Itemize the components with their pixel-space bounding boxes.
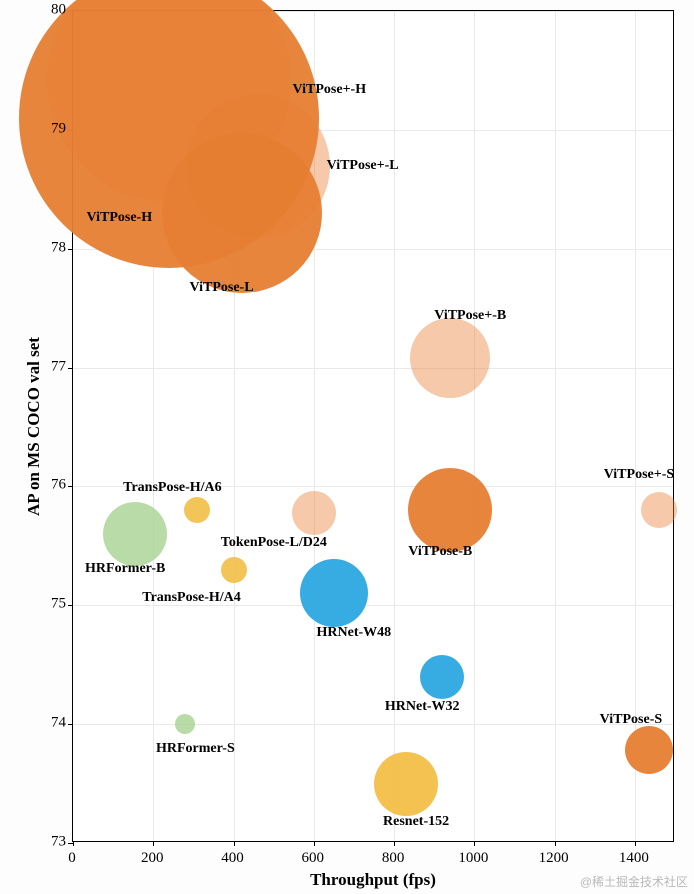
data-point-bubble	[221, 557, 247, 583]
data-point-label: ViTPose-S	[600, 712, 662, 728]
tick-label-x: 1000	[458, 850, 488, 867]
tick-label-x: 1200	[539, 850, 569, 867]
tick-mark-y	[68, 486, 73, 487]
gridline-vertical	[474, 11, 475, 841]
data-point-bubble	[420, 655, 464, 699]
tick-label-x: 600	[302, 850, 325, 867]
gridline-vertical	[555, 11, 556, 841]
data-point-bubble	[184, 497, 210, 523]
tick-mark-x	[314, 841, 315, 846]
tick-label-y: 80	[44, 2, 66, 19]
tick-label-y: 78	[44, 239, 66, 256]
data-point-label: ViTPose+-S	[604, 467, 674, 483]
tick-mark-x	[234, 841, 235, 846]
gridline-horizontal	[73, 724, 673, 725]
data-point-bubble	[374, 752, 438, 816]
data-point-bubble	[641, 492, 677, 528]
tick-mark-y	[68, 724, 73, 725]
chart-container: ViTPose+-H ViTPose-H ViTPose+-L ViTPose-L Vi…	[0, 0, 694, 894]
tick-mark-x	[555, 841, 556, 846]
gridline-horizontal	[73, 368, 673, 369]
watermark: @稀土掘金技术社区	[580, 873, 688, 890]
data-point-bubble	[175, 714, 195, 734]
data-point-label: Resnet-152	[383, 814, 449, 830]
data-point-label: ViTPose-H	[87, 210, 153, 226]
tick-label-x: 400	[221, 850, 244, 867]
y-axis-label: AP on MS COCO val set	[24, 337, 44, 516]
tick-label-y: 76	[44, 477, 66, 494]
data-point-label: HRNet-W32	[385, 699, 460, 715]
data-point-bubble	[292, 491, 336, 535]
data-point-label: TransPose-H/A4	[142, 590, 241, 606]
data-point-bubble	[103, 502, 167, 566]
tick-label-x: 1400	[619, 850, 649, 867]
tick-mark-y	[68, 605, 73, 606]
tick-mark-x	[635, 841, 636, 846]
data-point-label: ViTPose+-H	[293, 82, 367, 98]
data-point-label: ViTPose+-L	[327, 158, 399, 174]
data-point-bubble	[410, 318, 490, 398]
tick-mark-x	[474, 841, 475, 846]
tick-label-x: 0	[68, 850, 76, 867]
data-point-bubble	[408, 468, 492, 552]
x-axis-label: Throughput (fps)	[310, 870, 436, 890]
data-point-label: TransPose-H/A6	[123, 480, 222, 496]
data-point-label: ViTPose+-B	[434, 308, 506, 324]
data-point-label: HRFormer-B	[85, 561, 165, 577]
tick-label-y: 79	[44, 120, 66, 137]
data-point-bubble	[186, 94, 330, 238]
tick-label-y: 77	[44, 358, 66, 375]
tick-mark-y	[68, 368, 73, 369]
tick-mark-x	[394, 841, 395, 846]
data-point-bubble	[625, 726, 673, 774]
data-point-label: ViTPose-B	[408, 544, 472, 560]
data-point-label: HRFormer-S	[156, 741, 235, 757]
data-point-label: TokenPose-L/D24	[221, 535, 327, 551]
data-point-bubble	[300, 559, 368, 627]
data-point-label: HRNet-W48	[317, 625, 392, 641]
tick-label-x: 200	[141, 850, 164, 867]
tick-mark-x	[73, 841, 74, 846]
data-point-label: ViTPose-L	[190, 280, 254, 296]
tick-label-y: 73	[44, 834, 66, 851]
tick-mark-y	[68, 843, 73, 844]
tick-label-y: 74	[44, 715, 66, 732]
tick-mark-y	[68, 249, 73, 250]
tick-label-x: 800	[382, 850, 405, 867]
plot-area: ViTPose+-H ViTPose-H ViTPose+-L ViTPose-L Vi…	[72, 10, 674, 842]
tick-mark-x	[153, 841, 154, 846]
gridline-vertical	[394, 11, 395, 841]
tick-label-y: 75	[44, 596, 66, 613]
